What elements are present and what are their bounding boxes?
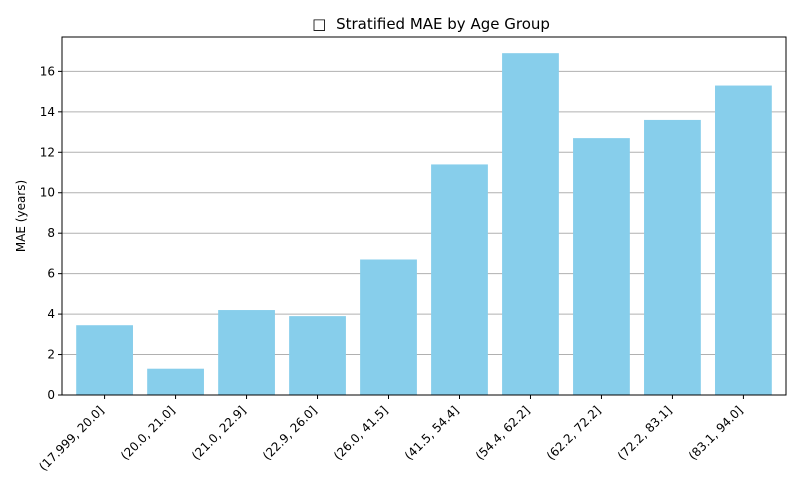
y-tick-label: 0 xyxy=(47,388,55,402)
y-tick-label: 14 xyxy=(40,105,55,119)
bar xyxy=(644,119,701,396)
y-tick-label: 16 xyxy=(40,64,55,78)
x-tick-label: (54.4, 62.2] xyxy=(473,403,533,463)
bar xyxy=(289,316,346,395)
x-tick-label: (62.2, 72.2] xyxy=(544,403,604,463)
x-tick-label: (21.0, 22.9] xyxy=(189,403,249,463)
y-tick-label: 12 xyxy=(40,145,55,159)
bar xyxy=(76,325,133,395)
x-tick-label: (26.0, 41.5] xyxy=(331,403,391,463)
bar xyxy=(147,368,204,395)
y-axis-ticks: 0 2 4 6 8 10 12 14 16 xyxy=(40,64,62,402)
bar xyxy=(218,310,275,395)
bar xyxy=(502,53,559,396)
title-icon: □ xyxy=(312,15,326,33)
x-tick-label: (83.1, 94.0] xyxy=(686,403,746,463)
bars xyxy=(76,53,772,396)
plot-frame xyxy=(61,36,787,396)
x-tick-label: (41.5, 54.4] xyxy=(402,403,462,463)
y-tick-label: 6 xyxy=(47,267,55,281)
bar xyxy=(715,85,772,396)
y-tick-label: 2 xyxy=(47,348,55,362)
y-tick-label: 10 xyxy=(40,186,55,200)
title-text: Stratified MAE by Age Group xyxy=(336,15,550,33)
x-tick-label: (20.0, 21.0] xyxy=(118,403,178,463)
x-axis-ticks: (17.999, 20.0] (20.0, 21.0] (21.0, 22.9] (2… xyxy=(36,395,746,474)
x-tick-label: (17.999, 20.0] xyxy=(36,403,107,474)
y-axis-label: MAE (years) xyxy=(14,180,28,252)
bar xyxy=(573,138,630,395)
y-tick-label: 4 xyxy=(47,307,55,321)
chart-title: □ Stratified MAE by Age Group xyxy=(312,15,550,33)
x-tick-label: (72.2, 83.1] xyxy=(615,403,675,463)
y-tick-label: 8 xyxy=(47,226,55,240)
bar xyxy=(431,164,488,395)
gridlines xyxy=(62,70,786,356)
x-tick-label: (22.9, 26.0] xyxy=(260,403,320,463)
bar xyxy=(360,259,417,395)
